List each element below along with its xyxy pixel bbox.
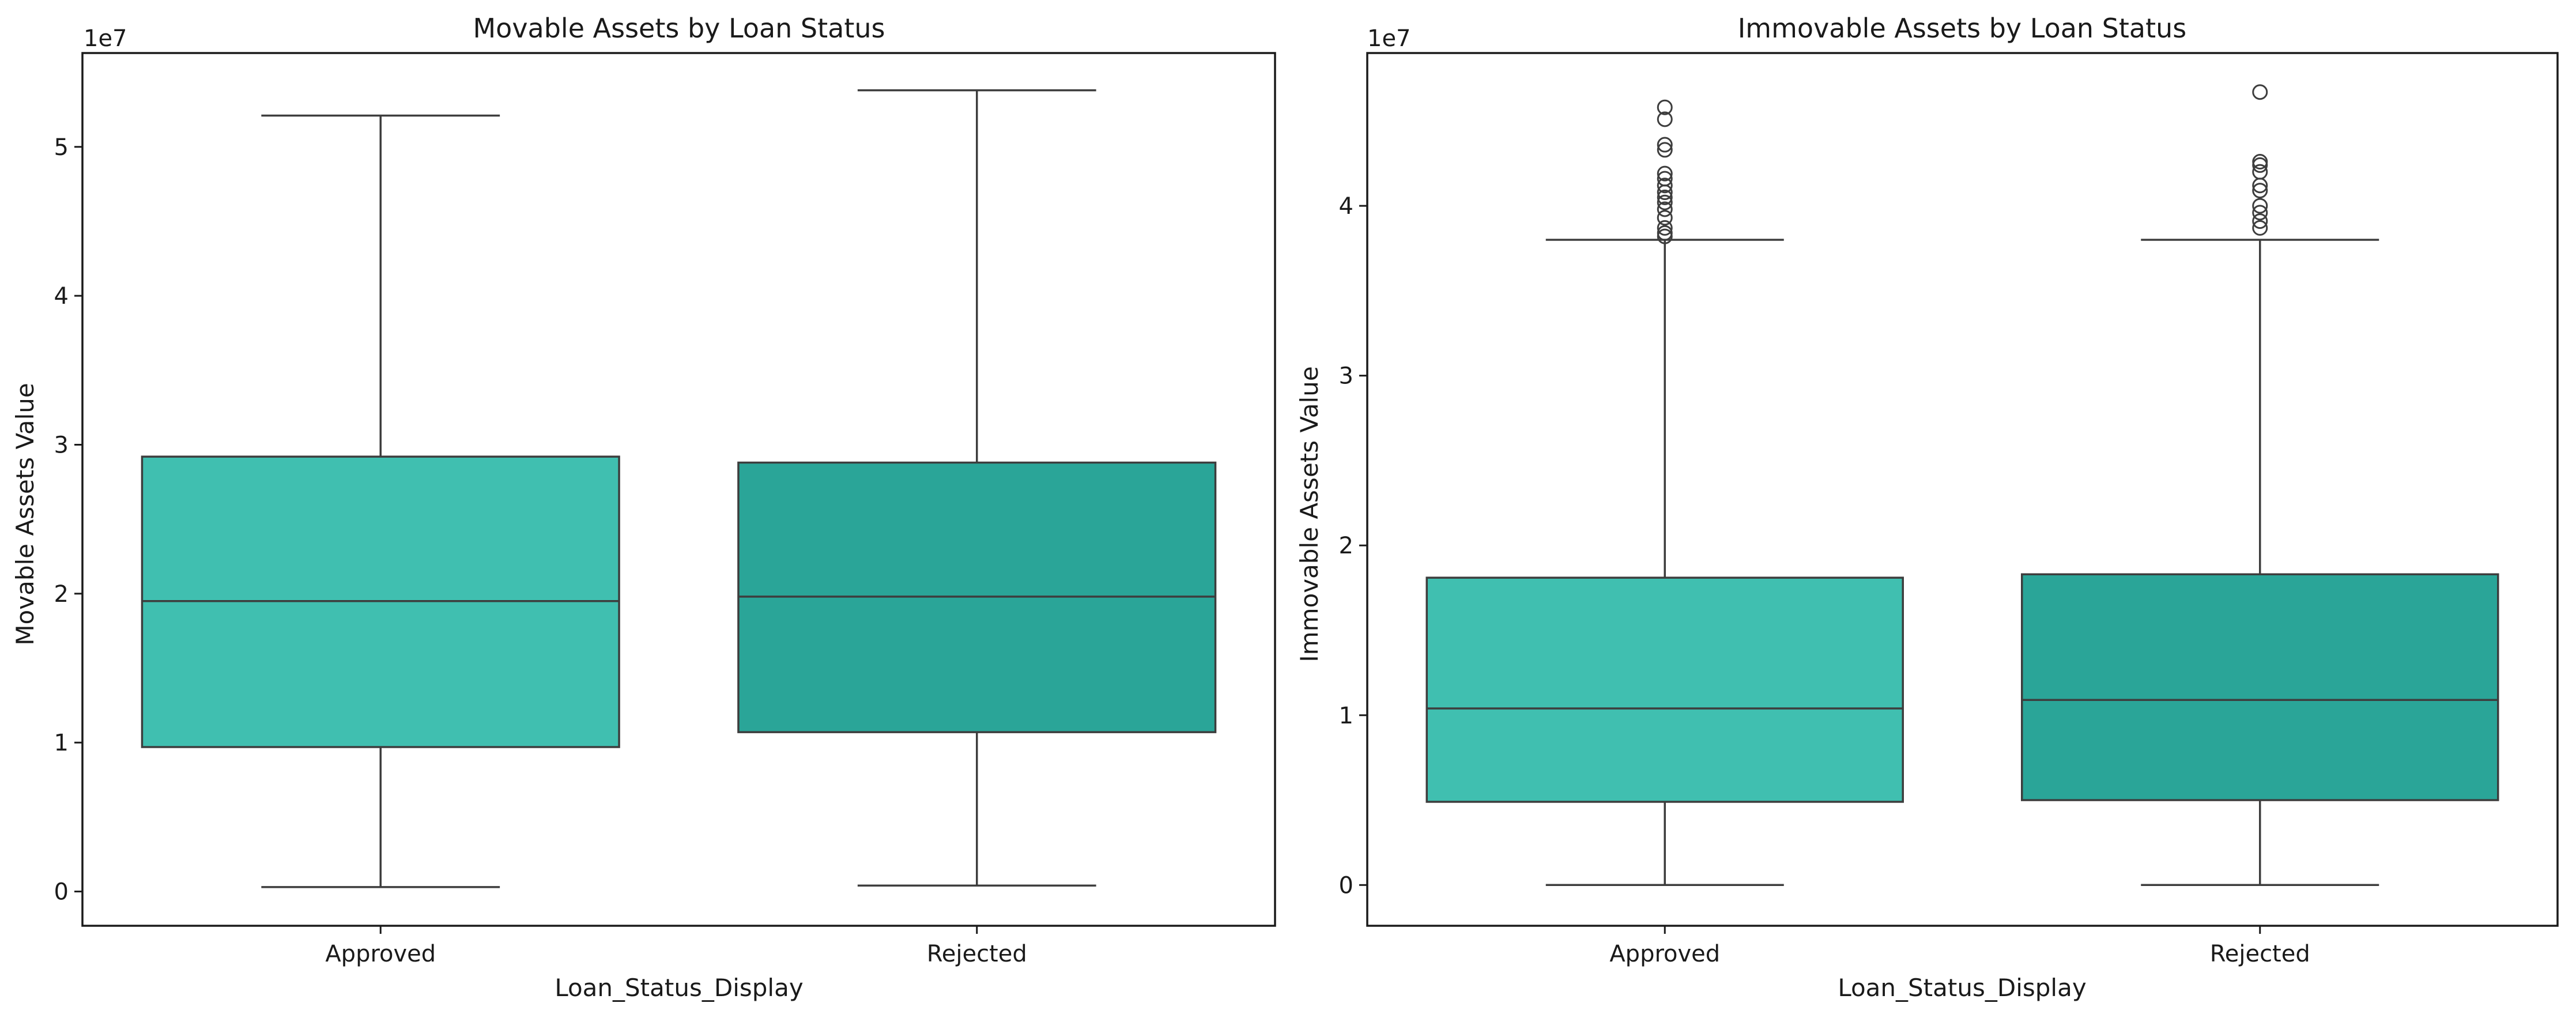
- outlier-point: [1657, 137, 1673, 153]
- y-tick-label: 3: [1339, 363, 1353, 390]
- y-tick-label: 2: [54, 581, 69, 608]
- y-offset-label: 1e7: [84, 25, 127, 52]
- outlier-point: [2252, 84, 2268, 100]
- y-tick-label: 2: [1339, 533, 1353, 559]
- outlier-point: [1657, 171, 1673, 187]
- y-tick-label: 1: [54, 730, 69, 756]
- outlier-point: [2252, 220, 2268, 236]
- outlier-point: [1657, 165, 1673, 182]
- outlier-point: [1657, 201, 1673, 217]
- outlier-point: [1657, 99, 1673, 115]
- y-offset-label: 1e7: [1367, 25, 1411, 52]
- y-tick-label: 4: [1339, 193, 1353, 220]
- x-axis-label: Loan_Status_Display: [1838, 974, 2086, 1002]
- y-axis-label: Immovable Assets Value: [1295, 366, 1323, 662]
- panel-immovable-assets: Immovable Assets by Loan Status 1e7 Immo…: [1295, 13, 2559, 1002]
- outlier-point: [2252, 164, 2268, 180]
- outlier-point: [2252, 198, 2268, 214]
- chart-title: Immovable Assets by Loan Status: [1738, 13, 2187, 44]
- y-tick-label: 4: [54, 283, 69, 310]
- outlier-point: [1657, 194, 1673, 210]
- plot-area: 0 1 2 3 4 5 Approved Rejected: [54, 52, 1276, 967]
- outlier-point: [1657, 210, 1673, 226]
- chart-title: Movable Assets by Loan Status: [473, 13, 885, 44]
- x-tick-label: Rejected: [2210, 941, 2310, 967]
- box-rejected: [2021, 573, 2499, 801]
- y-axis-label: Movable Assets Value: [11, 383, 39, 645]
- y-tick-label: 0: [54, 879, 69, 906]
- box-approved: [1425, 576, 1904, 803]
- outlier-point: [2252, 205, 2268, 221]
- y-tick-label: 5: [54, 134, 69, 161]
- x-tick-label: Approved: [325, 941, 436, 967]
- outlier-point: [2252, 213, 2268, 229]
- outlier-point: [1657, 111, 1673, 127]
- x-axis-label: Loan_Status_Display: [555, 974, 803, 1002]
- outlier-point: [1657, 142, 1673, 158]
- outlier-point: [1657, 220, 1673, 236]
- outlier-point: [1657, 178, 1673, 194]
- axes-frame: [1366, 52, 2559, 927]
- outlier-point: [1657, 189, 1673, 205]
- plot-area: 0 1 2 3 4 Approved Rejected: [1339, 52, 2559, 967]
- y-tick-label: 3: [54, 432, 69, 458]
- x-tick-label: Approved: [1609, 941, 1720, 967]
- x-tick-label: Rejected: [927, 941, 1027, 967]
- outlier-point: [2252, 183, 2268, 199]
- panel-movable-assets: Movable Assets by Loan Status 1e7 Movabl…: [11, 13, 1276, 1002]
- outlier-point: [2252, 154, 2268, 170]
- y-tick-label: 1: [1339, 703, 1353, 729]
- axes-frame: [81, 52, 1276, 927]
- y-tick-label: 0: [1339, 872, 1353, 899]
- outlier-point: [1657, 225, 1673, 241]
